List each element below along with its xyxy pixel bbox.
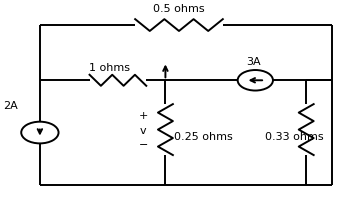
Text: 0.5 ohms: 0.5 ohms [153,4,205,14]
Text: v: v [140,126,147,136]
Text: +: + [139,111,148,121]
Text: 2A: 2A [3,101,18,111]
Text: 3A: 3A [246,57,261,67]
Text: −: − [139,140,148,150]
Text: 0.25 ohms: 0.25 ohms [174,132,233,142]
Text: 0.33 ohms: 0.33 ohms [266,132,324,142]
Text: 1 ohms: 1 ohms [89,63,130,73]
